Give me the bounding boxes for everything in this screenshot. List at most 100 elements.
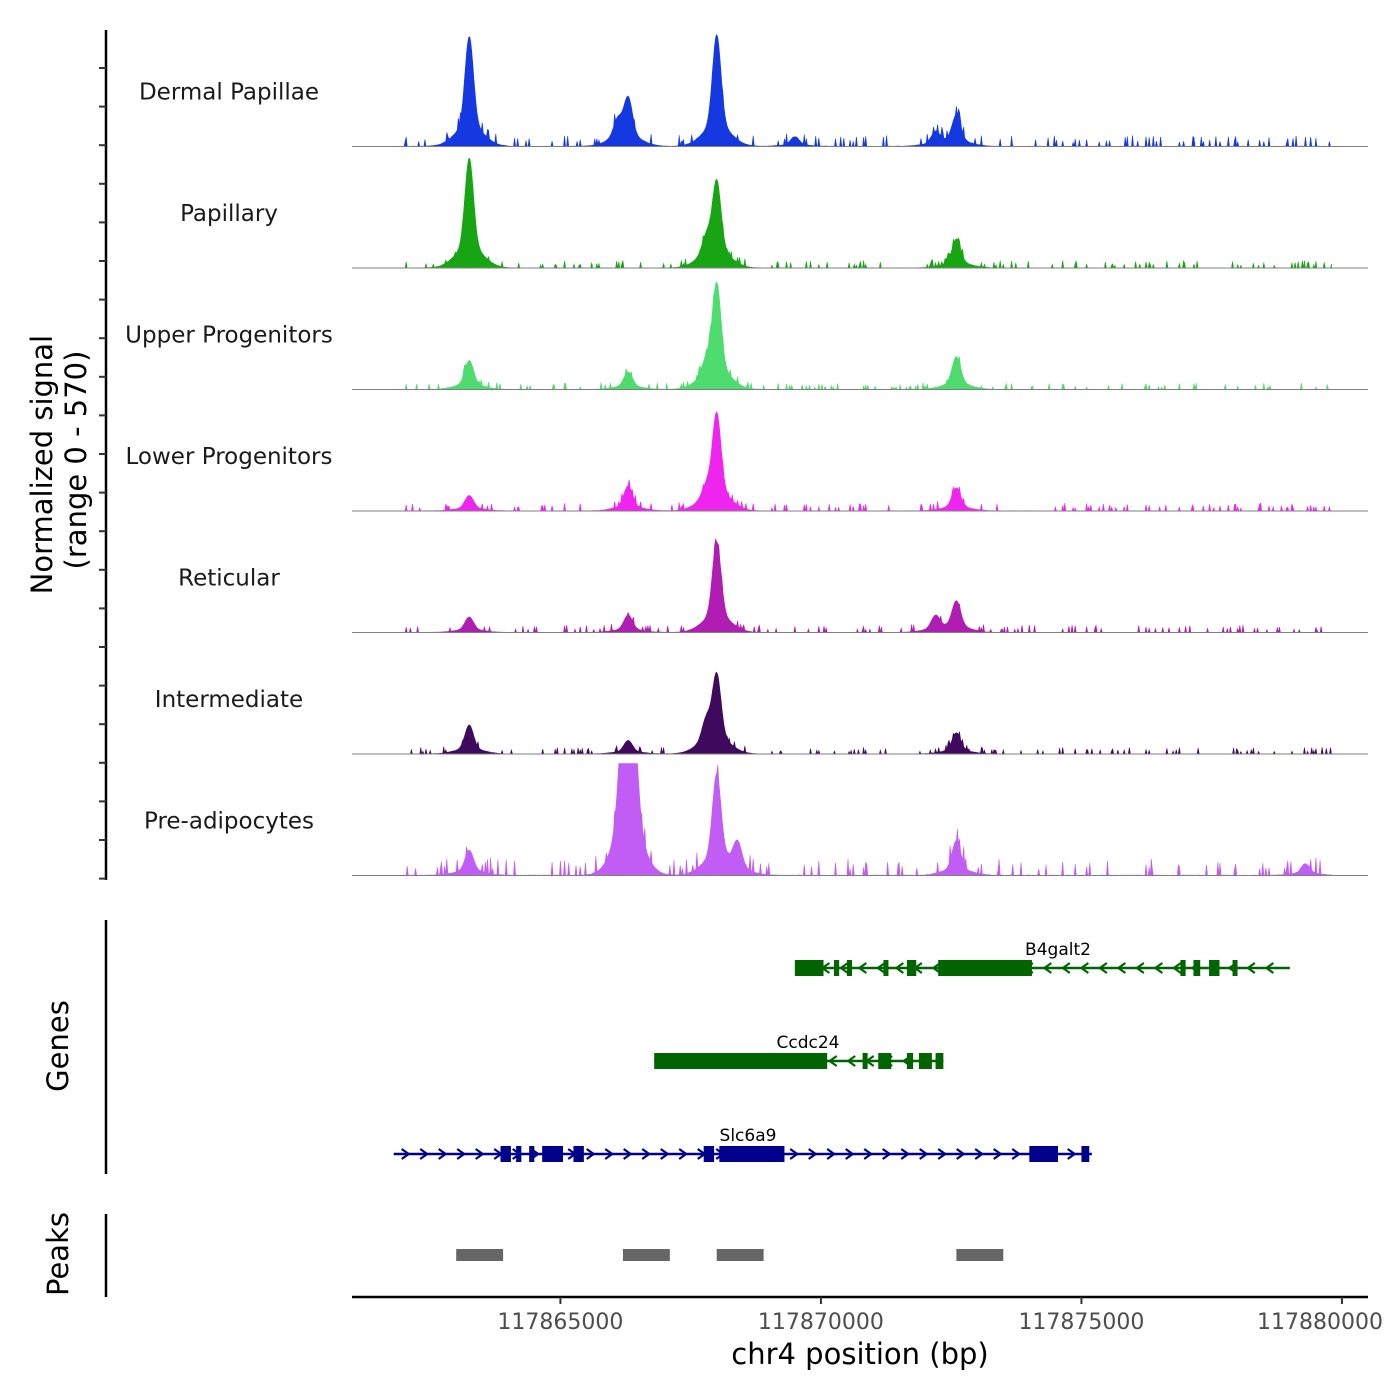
signal-area	[403, 537, 1332, 634]
genes-y-axis-title: Genes	[41, 1000, 75, 1092]
strand-arrow	[1060, 962, 1071, 974]
gene-b4galt2: B4galt2	[794, 940, 1290, 976]
coverage-track-intermediate: Intermediate	[155, 671, 1368, 756]
coverage-track-dermal-papillae: Dermal Papillae	[139, 33, 1368, 147]
track-label: Reticular	[178, 566, 280, 592]
strand-arrow	[789, 1148, 800, 1160]
coverage-y-axis-title-line2: (range 0 - 570)	[59, 351, 93, 570]
signal-area	[403, 411, 1332, 513]
x-tick-label: 117865000	[497, 1310, 623, 1335]
exon-block	[1193, 960, 1201, 976]
exon-block	[542, 1146, 564, 1162]
strand-arrow	[846, 1055, 856, 1067]
strand-arrow	[1134, 962, 1145, 974]
exon-block	[878, 1053, 892, 1069]
peak-region	[456, 1249, 504, 1261]
exon-block	[846, 960, 852, 976]
strand-arrow	[660, 1148, 670, 1160]
strand-arrow	[993, 1148, 1003, 1160]
signal-area	[404, 671, 1332, 756]
coverage-track-papillary: Papillary	[180, 158, 1368, 270]
strand-arrow	[900, 1148, 911, 1160]
exon-block	[918, 1053, 932, 1069]
strand-arrow	[845, 1148, 855, 1160]
genes-panel: B4galt2 Ccdc24 Slc6a9	[104, 920, 1290, 1174]
strand-arrow	[419, 1148, 430, 1160]
strand-arrow	[456, 1148, 467, 1160]
strand-arrow	[838, 962, 849, 974]
signal-area	[403, 33, 1332, 147]
exon-block	[529, 1146, 535, 1162]
strand-arrow	[1153, 962, 1164, 974]
peaks-panel	[104, 1214, 1004, 1297]
exon-block	[862, 1053, 868, 1069]
track-label: Intermediate	[155, 687, 303, 713]
exon-block	[883, 960, 889, 976]
coverage-y-axis-title: Normalized signal (range 0 - 570)	[25, 326, 93, 595]
peak-region	[622, 1249, 670, 1261]
strand-arrow	[1011, 1148, 1022, 1160]
exon-block	[703, 1146, 715, 1162]
strand-arrow	[1116, 962, 1127, 974]
exon-block	[719, 1146, 785, 1162]
strand-arrow	[1245, 962, 1256, 974]
strand-arrow	[678, 1148, 689, 1160]
exon-block	[573, 1146, 584, 1162]
strand-arrow	[826, 1148, 837, 1160]
peaks-y-axis-title: Peaks	[41, 1212, 75, 1296]
strand-arrow	[919, 1148, 929, 1160]
signal-area	[403, 281, 1332, 391]
track-label: Papillary	[180, 201, 278, 227]
track-label: Upper Progenitors	[125, 323, 333, 349]
coverage-y-axis-title-line1: Normalized signal	[25, 335, 59, 594]
x-tick-label: 117875000	[1018, 1310, 1144, 1335]
strand-arrow	[586, 1148, 596, 1160]
strand-arrow	[641, 1148, 652, 1160]
strand-arrow	[604, 1148, 615, 1160]
strand-arrow	[438, 1148, 448, 1160]
strand-arrow	[1042, 962, 1053, 974]
exon-block	[833, 960, 840, 976]
strand-arrow	[931, 962, 942, 974]
strand-arrow	[863, 1148, 874, 1160]
strand-arrow	[1067, 1148, 1077, 1160]
exon-block	[1180, 960, 1186, 976]
x-tick-label: 117870000	[758, 1310, 884, 1335]
strand-arrow	[875, 962, 886, 974]
strand-arrow	[401, 1148, 411, 1160]
strand-arrow	[475, 1148, 485, 1160]
exon-block	[1209, 960, 1220, 976]
peak-region	[956, 1249, 1004, 1261]
strand-arrow	[1171, 962, 1182, 974]
track-label: Dermal Papillae	[139, 80, 319, 106]
strand-arrow	[1079, 962, 1090, 974]
strand-arrow	[827, 1055, 838, 1067]
peak-region	[716, 1249, 764, 1261]
gene-name-label: Ccdc24	[777, 1033, 840, 1053]
exon-block	[1232, 960, 1238, 976]
strand-arrow	[894, 962, 905, 974]
exon-block	[938, 960, 1032, 976]
track-label: Pre-adipocytes	[144, 809, 314, 835]
coverage-track-pre-adipocytes: Pre-adipocytes	[144, 763, 1368, 876]
gene-name-label: B4galt2	[1025, 940, 1091, 960]
exon-block	[906, 1053, 914, 1069]
strand-arrow	[956, 1148, 966, 1160]
gene-name-label: Slc6a9	[720, 1126, 777, 1146]
strand-arrow	[1264, 962, 1275, 974]
gene-slc6a9: Slc6a9	[393, 1126, 1092, 1162]
x-axis-title: chr4 position (bp)	[731, 1337, 988, 1371]
x-axis: 117865000 117870000 117875000 117880000	[352, 1295, 1383, 1335]
strand-arrow	[974, 1148, 985, 1160]
exon-block	[935, 1053, 944, 1069]
strand-arrow	[937, 1148, 948, 1160]
exon-block	[794, 960, 824, 976]
track-label: Lower Progenitors	[126, 444, 333, 470]
exon-block	[1081, 1146, 1090, 1162]
x-tick-label: 117880000	[1257, 1310, 1383, 1335]
coverage-panel: Dermal Papillae Papillary Upper Progenitor…	[99, 30, 1368, 880]
signal-area	[403, 763, 1332, 876]
strand-arrow	[623, 1148, 633, 1160]
signal-area	[403, 158, 1332, 270]
strand-arrow	[857, 962, 868, 974]
